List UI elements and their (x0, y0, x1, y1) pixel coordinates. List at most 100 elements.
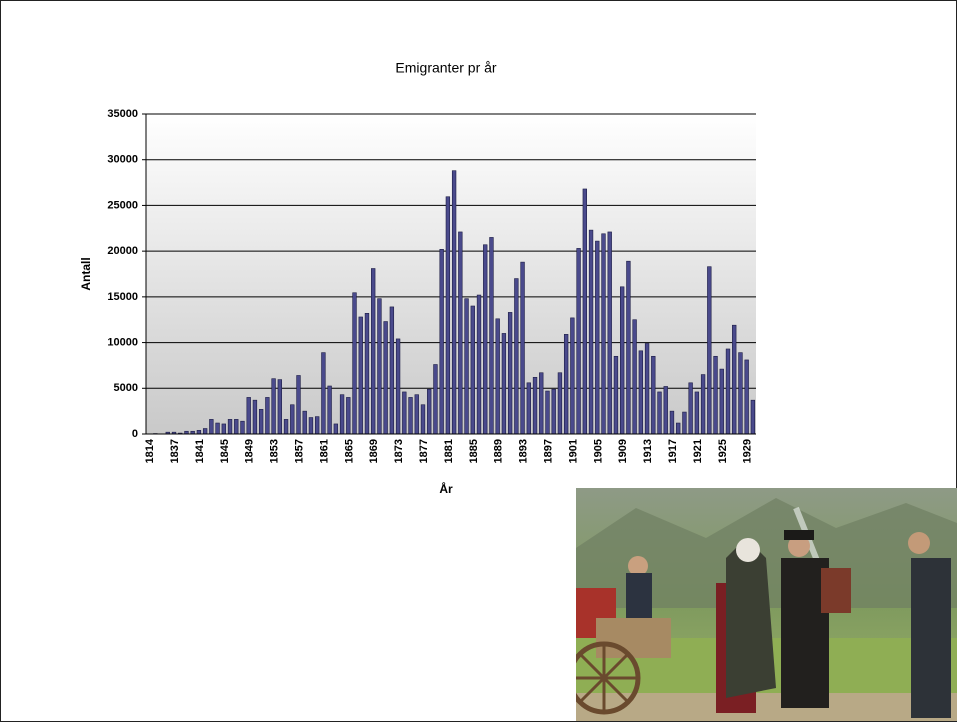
x-tick-label: 1814 (144, 438, 156, 463)
bar (726, 349, 730, 434)
x-tick-label: 1873 (393, 439, 405, 463)
bar (359, 317, 363, 434)
x-axis-label: År (439, 481, 453, 496)
y-tick-label: 10000 (107, 336, 138, 348)
bar (589, 230, 593, 434)
x-tick-label: 1869 (368, 439, 380, 463)
bar (197, 430, 201, 434)
bar (695, 392, 699, 434)
bar (739, 353, 743, 434)
bar (465, 299, 469, 434)
x-tick-label: 1925 (717, 439, 729, 463)
y-tick-label: 0 (132, 428, 138, 440)
bar (396, 339, 400, 434)
bar (651, 356, 655, 434)
bar (322, 353, 326, 434)
x-tick-label: 1853 (269, 439, 281, 463)
bar (539, 373, 543, 434)
x-tick-label: 1841 (194, 439, 206, 463)
bar (477, 295, 481, 434)
x-tick-label: 1901 (567, 439, 579, 463)
bar (222, 424, 226, 434)
bar (707, 267, 711, 434)
x-tick-label: 1849 (244, 439, 256, 463)
x-tick-label: 1917 (667, 439, 679, 463)
bar (608, 232, 612, 434)
y-tick-label: 30000 (107, 154, 138, 166)
bar (602, 234, 606, 434)
x-tick-label: 1845 (219, 439, 231, 463)
bar (259, 409, 263, 434)
bar (315, 417, 319, 434)
y-tick-label: 15000 (107, 291, 138, 303)
bar (203, 429, 207, 434)
bar (614, 356, 618, 434)
bar (471, 306, 475, 434)
bar (303, 411, 307, 434)
y-axis-label: Antall (79, 257, 93, 290)
x-tick-label: 1877 (418, 439, 430, 463)
bar (253, 400, 257, 434)
bar (452, 171, 456, 434)
bar (683, 412, 687, 434)
y-tick-label: 35000 (107, 108, 138, 120)
bar (571, 318, 575, 434)
x-tick-label: 1837 (169, 439, 181, 463)
bar (241, 421, 245, 434)
bar (595, 241, 599, 434)
bar (714, 356, 718, 434)
bar (247, 397, 251, 434)
bar (745, 360, 749, 434)
bar (564, 334, 568, 434)
bar (689, 383, 693, 434)
chart: Emigranter pr år Antall År 0500010000150… (1, 1, 957, 501)
x-tick-label: 1897 (542, 439, 554, 463)
bar (266, 397, 270, 434)
bar (272, 379, 276, 434)
bar (346, 397, 350, 434)
bar (496, 319, 500, 434)
bar (216, 423, 220, 434)
bar (458, 232, 462, 434)
bar (234, 419, 238, 434)
x-tick-label: 1909 (617, 439, 629, 463)
y-tick-label: 5000 (114, 382, 138, 394)
bar (284, 419, 288, 434)
bar (533, 377, 537, 434)
bar (340, 395, 344, 434)
bar (645, 343, 649, 434)
bar (546, 391, 550, 434)
bar (527, 383, 531, 434)
bar (415, 395, 419, 434)
x-tick-label: 1905 (592, 439, 604, 463)
bar (670, 411, 674, 434)
bar (384, 322, 388, 434)
x-tick-label: 1885 (468, 439, 480, 463)
bar (446, 197, 450, 434)
bar (353, 293, 357, 434)
bar (558, 373, 562, 434)
painting (576, 488, 957, 721)
bar (209, 419, 213, 434)
bar (390, 307, 394, 434)
bar (521, 262, 525, 434)
bar (290, 405, 294, 434)
bar (483, 245, 487, 434)
x-tick-label: 1929 (742, 439, 754, 463)
slide: Emigranter pr år Antall År 0500010000150… (0, 0, 957, 722)
bar (297, 375, 301, 434)
bar (627, 261, 631, 434)
bar (751, 400, 755, 434)
bar (371, 269, 375, 434)
x-tick-label: 1921 (692, 439, 704, 463)
x-tick-label: 1865 (343, 439, 355, 463)
x-tick-label: 1857 (294, 439, 306, 463)
bar (427, 389, 431, 434)
x-tick-label: 1861 (318, 439, 330, 463)
bar (421, 405, 425, 434)
bar (508, 312, 512, 434)
bar (278, 380, 282, 434)
bar (502, 333, 506, 434)
bar (514, 279, 518, 434)
y-tick-label: 25000 (107, 199, 138, 211)
